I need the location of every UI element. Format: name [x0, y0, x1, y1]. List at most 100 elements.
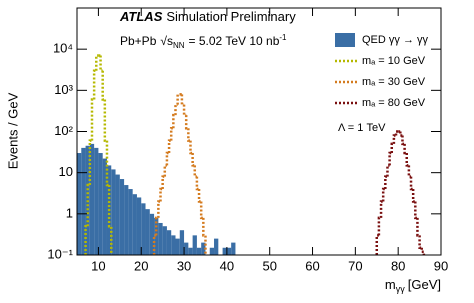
- signal-step: [377, 216, 382, 236]
- signal-step: [163, 164, 167, 177]
- signal-step: [199, 201, 204, 220]
- x-tick-label: 50: [262, 258, 276, 273]
- legend-label: QED γγ → γγ: [362, 34, 429, 46]
- signal-step: [379, 200, 384, 218]
- signal-step: [191, 153, 195, 167]
- signal-step: [420, 247, 426, 255]
- collision-info: Pb+Pb √sNN = 5.02 TeV 10 nb-1: [120, 33, 287, 50]
- histogram-bar: [158, 222, 163, 255]
- y-tick-label: 10⁴: [53, 41, 73, 56]
- histogram-bar: [81, 147, 86, 255]
- histogram-bar: [214, 238, 219, 255]
- histogram-bar: [119, 179, 125, 255]
- signal-step: [407, 165, 412, 178]
- histogram-bar: [141, 203, 146, 255]
- collision-system: Pb+Pb: [120, 34, 157, 48]
- signal-step: [384, 175, 388, 190]
- histogram-bar: [209, 247, 215, 255]
- signal-step: [92, 69, 97, 100]
- legend-label: mₐ = 80 GeV: [362, 97, 426, 109]
- legend-label: mₐ = 10 GeV: [362, 55, 426, 67]
- signal-step: [180, 94, 185, 106]
- histogram-bar: [94, 147, 99, 255]
- atlas-sub: Simulation Preliminary: [166, 9, 296, 24]
- x-tick-label: 30: [177, 258, 191, 273]
- histogram-bar: [222, 247, 227, 255]
- histogram-bar: [184, 242, 189, 255]
- histogram-bar: [136, 197, 142, 255]
- histogram-bar: [115, 174, 120, 255]
- signal-step: [403, 143, 407, 155]
- histogram-bar: [124, 185, 129, 255]
- histogram-bar: [162, 226, 167, 255]
- signal-step: [392, 134, 397, 144]
- histogram-bar: [175, 238, 180, 255]
- x-label-main: m: [385, 277, 396, 292]
- histogram-bar: [171, 235, 176, 255]
- signal-step: [202, 217, 207, 255]
- x-axis-label: mγγ [GeV]: [385, 277, 441, 294]
- signal-step: [197, 189, 202, 203]
- collision-sqrt-sub: NN: [173, 41, 185, 50]
- signal-step: [157, 200, 161, 218]
- histogram-bar: [201, 242, 206, 255]
- signal-step: [418, 235, 422, 250]
- signal-step: [165, 151, 170, 166]
- collision-sqrt: √s: [160, 34, 173, 48]
- signal-step: [84, 224, 88, 255]
- collision-energy: = 5.02 TeV 10 nb: [189, 34, 280, 48]
- histogram-bar: [102, 158, 107, 255]
- signal-step: [182, 104, 187, 117]
- x-tick-label: 90: [434, 258, 448, 273]
- signal-step: [184, 115, 189, 130]
- histogram-bar: [132, 194, 137, 255]
- histogram-bar: [98, 153, 103, 255]
- histogram-bar: [149, 213, 155, 255]
- signal-step: [101, 70, 105, 101]
- signal-step: [405, 153, 409, 167]
- atlas-header: ATLAS Simulation Preliminary: [119, 9, 296, 24]
- signal-step: [167, 139, 172, 154]
- legend-swatch: [335, 33, 355, 47]
- y-tick-label: 10²: [54, 123, 73, 138]
- signal-step: [189, 140, 193, 155]
- x-tick-label: 70: [348, 258, 362, 273]
- histogram-bar: [196, 247, 202, 255]
- signal-step: [195, 176, 200, 191]
- signal-step: [187, 128, 191, 142]
- x-tick-label: 10: [91, 258, 105, 273]
- signal-step: [414, 201, 418, 220]
- x-label-unit: [GeV]: [408, 277, 441, 292]
- histogram-bar: [128, 189, 133, 255]
- signal-step: [394, 130, 399, 136]
- histogram-bar: [188, 247, 193, 255]
- histogram-bar: [179, 230, 185, 255]
- signal-step: [399, 131, 403, 137]
- signal-step: [95, 54, 99, 71]
- signal-step: [386, 164, 390, 177]
- histogram-bar: [77, 153, 82, 255]
- signal-step: [411, 189, 416, 203]
- signal-step: [176, 93, 180, 105]
- y-tick-label: 1: [66, 205, 73, 220]
- x-label-sub: γγ: [396, 284, 406, 294]
- signal-step: [90, 98, 95, 141]
- histogram-bar: [231, 242, 236, 255]
- signal-step: [375, 234, 379, 255]
- signal-step: [107, 185, 113, 255]
- signal-step: [193, 165, 197, 178]
- signal-step: [161, 175, 165, 190]
- y-axis-label: Events / GeV: [5, 92, 20, 169]
- signal-step: [174, 103, 178, 116]
- atlas-label: ATLAS: [119, 9, 163, 24]
- y-tick-label: 10: [59, 164, 73, 179]
- y-tick-label: 10⁻¹: [47, 246, 73, 261]
- signal-step: [86, 183, 90, 227]
- histogram-bar: [226, 247, 232, 255]
- signal-step: [159, 187, 163, 202]
- signal-step: [388, 151, 392, 166]
- signal-step: [169, 126, 174, 141]
- signal-step: [105, 140, 110, 187]
